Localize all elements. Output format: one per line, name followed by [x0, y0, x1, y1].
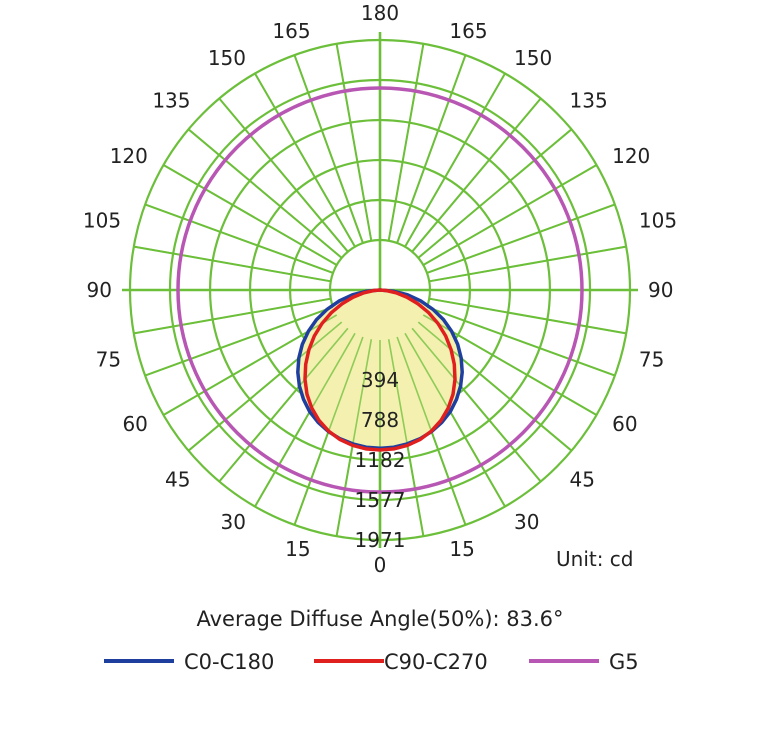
legend-label-c90-c270: C90-C270 — [384, 650, 488, 674]
grid-spoke-overlay — [387, 43, 425, 241]
angle-label-left-120: 120 — [110, 144, 148, 168]
angle-label-right-60: 60 — [612, 412, 637, 436]
angle-label-left-0: 0 — [374, 553, 387, 577]
grid-spoke-overlay — [411, 327, 542, 483]
grid-spoke-overlay — [254, 73, 356, 248]
angle-label-right-15: 15 — [449, 537, 474, 561]
angle-label-right-165: 165 — [449, 19, 487, 43]
grid-spoke-overlay — [429, 297, 627, 335]
grid-spoke-overlay — [163, 164, 338, 266]
series-c90-c270-curve — [303, 288, 457, 452]
grid-spoke-overlay — [335, 43, 373, 241]
grid-spoke-overlay — [218, 97, 349, 253]
average-diffuse-angle-text: Average Diffuse Angle(50%): 83.6° — [196, 607, 563, 631]
angle-label-right-135: 135 — [570, 89, 608, 113]
angle-label-left-180: 180 — [361, 1, 399, 25]
angle-label-left-165: 165 — [272, 19, 310, 43]
grid-spoke-overlay — [429, 245, 627, 283]
grid-spoke-overlay — [293, 54, 364, 244]
grid-spoke-overlay — [411, 97, 542, 253]
angle-label-right-75: 75 — [639, 347, 664, 371]
ring-label-1577: 1577 — [355, 488, 406, 512]
grid-spoke-overlay — [426, 203, 616, 274]
angle-label-left-15: 15 — [285, 537, 310, 561]
legend: C0-C180 C90-C270 G5 — [104, 650, 639, 674]
angle-label-left-135: 135 — [152, 89, 190, 113]
angle-label-right-150: 150 — [514, 46, 552, 70]
grid-spoke-overlay — [417, 128, 573, 259]
grid-spoke-overlay — [387, 339, 425, 537]
grid-spoke-overlay — [422, 164, 597, 266]
angle-label-left-45: 45 — [165, 468, 190, 492]
angle-labels: 0 15 15 30 30 45 45 60 60 75 75 90 90 105 105 120 120 135… — [83, 1, 677, 577]
angle-label-left-75: 75 — [96, 347, 121, 371]
legend-label-c0-c180: C0-C180 — [184, 650, 274, 674]
angle-label-right-30: 30 — [514, 510, 539, 534]
ring-label-1971: 1971 — [355, 528, 406, 552]
angle-label-left-150: 150 — [208, 46, 246, 70]
ring-label-394: 394 — [361, 368, 399, 392]
grid-spoke-overlay — [426, 306, 616, 377]
grid-spoke-overlay — [133, 245, 331, 283]
grid-spoke-overlay — [404, 332, 506, 507]
angle-label-left-90: 90 — [87, 278, 112, 302]
angle-label-left-30: 30 — [221, 510, 246, 534]
intensity-curves — [130, 40, 630, 540]
ring-labels: 394 788 1182 1577 1971 — [355, 368, 406, 552]
grid-spoke-overlay — [417, 321, 573, 452]
angle-label-right-120: 120 — [612, 144, 650, 168]
grid-spoke-overlay — [396, 54, 467, 244]
grid-spoke-overlay — [335, 339, 373, 537]
grid-spoke-overlay — [187, 321, 343, 452]
grid-spoke-overlay — [404, 73, 506, 248]
grid-spoke-overlay — [218, 327, 349, 483]
grid-spoke-overlay — [144, 306, 334, 377]
unit-label: Unit: cd — [556, 547, 634, 571]
grid-spoke-overlay — [133, 297, 331, 335]
ring-label-1182: 1182 — [355, 448, 406, 472]
ring-label-788: 788 — [361, 408, 399, 432]
angle-label-right-45: 45 — [570, 468, 595, 492]
series-g5-curve — [176, 86, 584, 494]
legend-label-g5: G5 — [609, 650, 639, 674]
angle-label-right-90: 90 — [648, 278, 673, 302]
grid-spoke-overlay — [254, 332, 356, 507]
angle-label-left-60: 60 — [122, 412, 147, 436]
grid-spoke-overlay — [144, 203, 334, 274]
angle-label-right-105: 105 — [639, 209, 677, 233]
grid-overlay — [130, 40, 630, 540]
angle-label-left-105: 105 — [83, 209, 121, 233]
grid-spoke-overlay — [187, 128, 343, 259]
